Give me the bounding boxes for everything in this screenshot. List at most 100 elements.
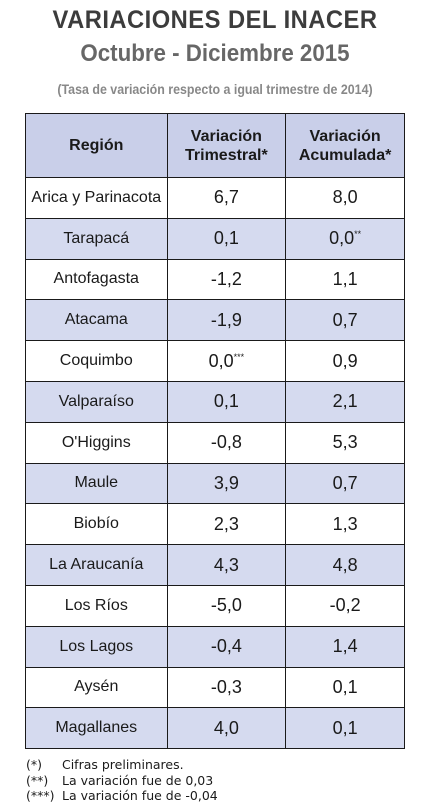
- acumulada-footnote-mark: **: [354, 229, 362, 240]
- trimestral-value: -0,8: [210, 432, 242, 453]
- acumulada-cell: 0,9: [285, 340, 405, 382]
- acumulada-value: 5,3: [332, 432, 358, 453]
- trimestral-value: 0,1: [213, 228, 239, 249]
- acumulada-cell: 1,4: [285, 625, 405, 668]
- region-cell: Magallanes: [25, 707, 168, 750]
- header-trimestral-line2: Trimestral*: [185, 146, 268, 164]
- footnote-1: (*) Cifras preliminares.: [26, 757, 218, 773]
- region-cell: Biobío: [25, 503, 168, 546]
- table-row: Valparaíso 0,1 2,1: [25, 380, 405, 423]
- inacer-table: Región Variación Trimestral* Variación A…: [25, 113, 405, 750]
- region-cell: O'Higgins: [25, 421, 168, 464]
- page-title: VARIACIONES DEL INACER: [52, 6, 378, 34]
- trimestral-value: 2,3: [213, 513, 239, 534]
- rate-note: (Tasa de variación respecto a igual trim…: [57, 82, 373, 97]
- table-header-row: Región Variación Trimestral* Variación A…: [25, 113, 405, 178]
- acumulada-value: 0,9: [332, 350, 358, 371]
- acumulada-value: 0,1: [332, 676, 358, 697]
- region-cell: Aysén: [25, 666, 168, 709]
- header-acumulada: Variación Acumulada*: [285, 113, 405, 178]
- footnote-text: La variación fue de 0,03: [61, 772, 214, 788]
- trimestral-value: -5,0: [210, 595, 242, 616]
- trimestral-cell: -0,3: [166, 666, 287, 709]
- footnote-mark: (**): [26, 772, 49, 788]
- region-cell: Tarapacá: [25, 217, 168, 260]
- acumulada-value: 4,8: [332, 554, 358, 575]
- acumulada-cell: 4,8: [285, 544, 405, 586]
- trimestral-cell: -0,4: [166, 625, 287, 668]
- region-cell: Antofagasta: [25, 258, 168, 301]
- table-row: Maule 3,9 0,7: [25, 462, 405, 505]
- header-region-label: Región: [69, 137, 124, 154]
- table-row: Antofagasta -1,2 1,1: [25, 258, 405, 301]
- trimestral-value: -1,2: [210, 268, 242, 289]
- acumulada-cell: 8,0: [285, 177, 405, 219]
- trimestral-value: 0,1: [213, 391, 239, 412]
- footnote-3: (***) La variación fue de -0,04: [26, 788, 218, 804]
- table-row: Coquimbo 0,0*** 0,9: [25, 340, 405, 382]
- region-cell: Atacama: [25, 299, 168, 342]
- trimestral-cell: -0,8: [166, 421, 287, 464]
- footnote-mark: (***): [26, 788, 55, 803]
- trimestral-cell: 3,9: [166, 462, 287, 505]
- trimestral-value: -0,4: [210, 636, 242, 657]
- acumulada-value: -0,2: [329, 595, 361, 616]
- trimestral-value: 3,9: [213, 472, 239, 493]
- region-cell: Los Lagos: [25, 625, 168, 668]
- acumulada-cell: 2,1: [285, 380, 405, 423]
- footnote-mark: (*): [26, 757, 43, 772]
- trimestral-cell: 0,0***: [166, 340, 287, 382]
- page-subtitle: Octubre - Diciembre 2015: [80, 40, 350, 67]
- table-body: Arica y Parinacota 6,7 8,0 Tarapacá 0,1 0,0**…: [25, 177, 405, 750]
- region-cell: Valparaíso: [25, 380, 168, 423]
- header-trimestral: Variación Trimestral*: [166, 113, 287, 178]
- trimestral-cell: -1,9: [166, 299, 287, 342]
- footnote-text: La variación fue de -0,04: [61, 788, 218, 803]
- trimestral-value: 4,3: [213, 554, 239, 575]
- acumulada-cell: 1,1: [285, 258, 405, 301]
- acumulada-value: 2,1: [332, 391, 358, 412]
- acumulada-value: 1,3: [332, 513, 358, 534]
- table-row: Aysén -0,3 0,1: [25, 666, 405, 709]
- header-region: Región: [25, 113, 168, 178]
- acumulada-value: 0,0: [329, 228, 355, 249]
- region-cell: Coquimbo: [25, 340, 168, 382]
- trimestral-footnote-mark: ***: [233, 351, 245, 362]
- table-row: Arica y Parinacota 6,7 8,0: [25, 177, 405, 219]
- acumulada-cell: 0,1: [285, 666, 405, 709]
- trimestral-cell: 2,3: [166, 503, 287, 546]
- acumulada-cell: 0,1: [285, 707, 405, 750]
- table-row: La Araucanía 4,3 4,8: [25, 544, 405, 586]
- trimestral-cell: 0,1: [166, 217, 287, 260]
- table-row: Los Ríos -5,0 -0,2: [25, 584, 405, 627]
- table-row: Magallanes 4,0 0,1: [25, 707, 405, 750]
- acumulada-cell: 5,3: [285, 421, 405, 464]
- header-acumulada-line1: Variación: [309, 127, 381, 145]
- trimestral-cell: -5,0: [166, 584, 287, 627]
- trimestral-value: -0,3: [210, 676, 242, 697]
- acumulada-cell: 0,7: [285, 462, 405, 505]
- acumulada-cell: -0,2: [285, 584, 405, 627]
- trimestral-value: 0,0: [208, 350, 234, 371]
- trimestral-cell: 4,3: [166, 544, 287, 586]
- table-row: Tarapacá 0,1 0,0**: [25, 217, 405, 260]
- trimestral-value: 4,0: [213, 717, 239, 738]
- table-row: O'Higgins -0,8 5,3: [25, 421, 405, 464]
- table-row: Biobío 2,3 1,3: [25, 503, 405, 546]
- table-row: Atacama -1,9 0,7: [25, 299, 405, 342]
- table-row: Los Lagos -0,4 1,4: [25, 625, 405, 668]
- acumulada-value: 0,7: [332, 472, 358, 493]
- trimestral-cell: 6,7: [166, 177, 287, 219]
- trimestral-value: -1,9: [210, 309, 242, 330]
- acumulada-value: 0,1: [332, 717, 358, 738]
- acumulada-cell: 0,7: [285, 299, 405, 342]
- acumulada-cell: 0,0**: [285, 217, 405, 260]
- trimestral-cell: 4,0: [166, 707, 287, 750]
- acumulada-cell: 1,3: [285, 503, 405, 546]
- region-cell: La Araucanía: [25, 544, 168, 586]
- region-cell: Arica y Parinacota: [25, 177, 168, 219]
- acumulada-value: 0,7: [332, 309, 358, 330]
- acumulada-value: 8,0: [332, 187, 358, 208]
- header-acumulada-line2: Acumulada*: [298, 146, 392, 164]
- trimestral-cell: 0,1: [166, 380, 287, 423]
